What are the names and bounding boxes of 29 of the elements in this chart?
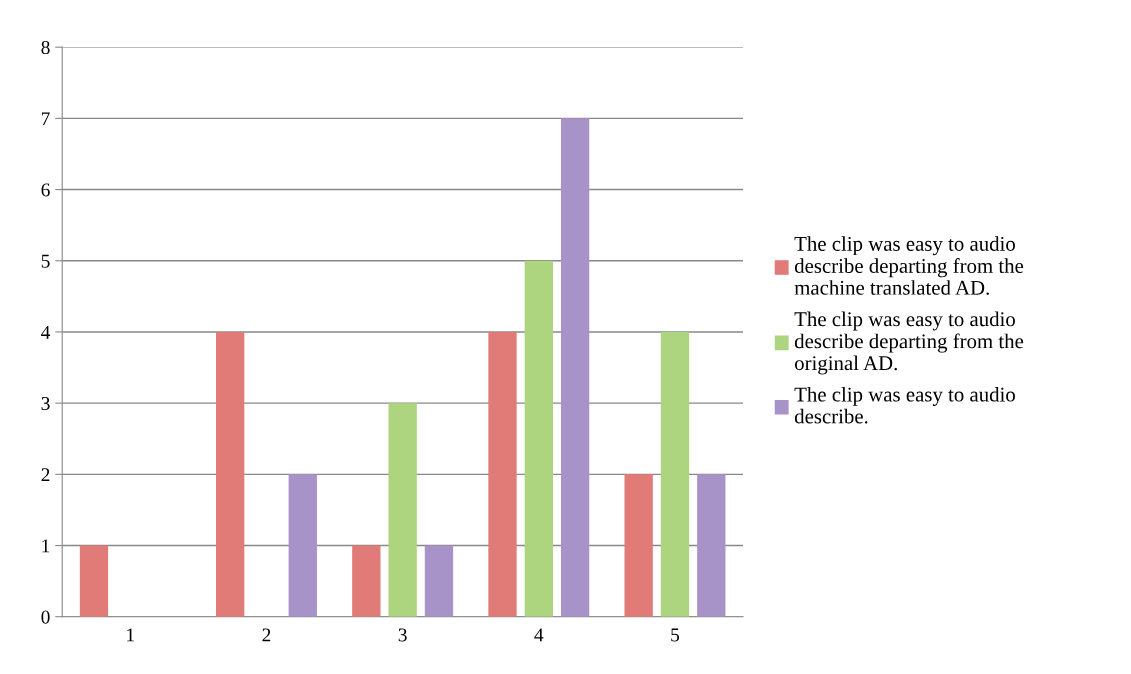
bar: [288, 474, 317, 617]
bar: [660, 331, 690, 617]
bar: [560, 118, 590, 617]
y-tick-label: 7: [41, 112, 50, 126]
legend-label: The clip was easy to audio describe departing from the machine translated AD.: [794, 236, 1024, 295]
bar: [79, 545, 109, 617]
legend-label: The clip was easy to audio describe departing from the original AD.: [794, 311, 1024, 375]
y-tick-label: 2: [41, 468, 50, 482]
x-tick-label: 2: [262, 628, 271, 642]
y-tick-label: 4: [41, 325, 51, 339]
bar: [388, 403, 417, 617]
x-tick-label: 3: [398, 628, 407, 642]
y-tick-label: 0: [41, 610, 50, 624]
legend-label: The clip was easy to audio describe.: [794, 386, 1015, 424]
x-tick-label: 1: [127, 628, 134, 642]
bar: [215, 331, 245, 617]
y-tick-label: 3: [41, 397, 50, 411]
bar: [352, 545, 381, 617]
y-tick-label: 1: [42, 539, 50, 553]
bar: [488, 331, 517, 617]
y-tick-label: 6: [41, 183, 50, 197]
bar: [424, 545, 454, 617]
x-tick-label: 5: [671, 628, 680, 642]
bar: [697, 474, 726, 617]
bar: [624, 474, 653, 617]
y-tick-label: 8: [41, 41, 50, 55]
y-tick-label: 5: [41, 254, 50, 268]
x-tick-label: 4: [534, 628, 544, 642]
bar: [524, 260, 553, 617]
